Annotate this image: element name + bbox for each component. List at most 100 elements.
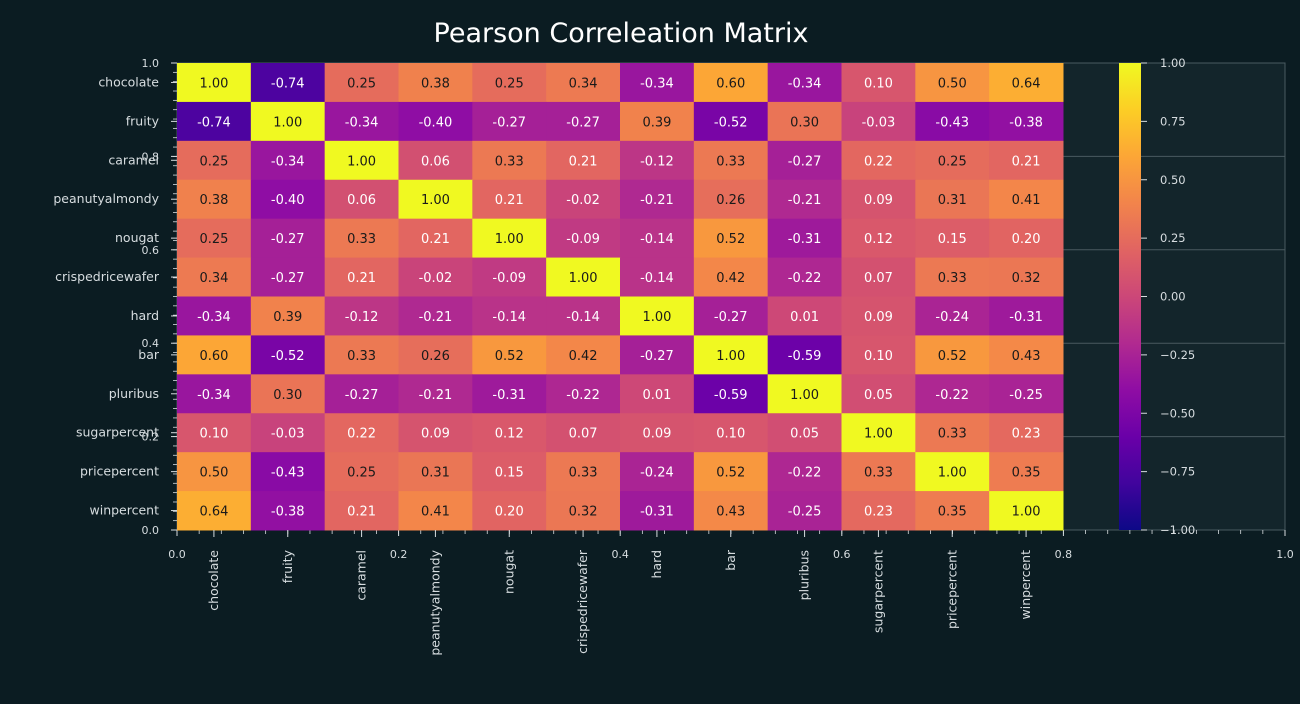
heatmap-cell xyxy=(841,491,916,531)
heatmap-cell xyxy=(472,491,547,531)
heatmap-cell xyxy=(693,179,769,220)
colorbar-tick-label: 0.75 xyxy=(1160,114,1186,128)
heatmap-cell xyxy=(250,218,326,259)
heatmap-value-label: 0.06 xyxy=(347,193,376,208)
heatmap-value-label: -0.52 xyxy=(714,115,748,130)
heatmap-cell xyxy=(693,452,769,492)
heatmap-value-label: -0.27 xyxy=(345,388,379,403)
heatmap-value-label: 0.50 xyxy=(199,466,228,481)
heatmap-value-label: -0.27 xyxy=(640,349,674,364)
heatmap-cell xyxy=(324,140,399,181)
column-label: pluribus xyxy=(797,550,812,600)
heatmap-value-label: -0.31 xyxy=(492,388,526,403)
column-label: chocolate xyxy=(206,550,221,611)
heatmap-value-label: 0.42 xyxy=(716,271,745,286)
heatmap-value-label: 0.33 xyxy=(716,154,745,169)
heatmap-value-label: -0.27 xyxy=(788,154,822,169)
heatmap-value-label: 1.00 xyxy=(716,349,745,364)
colorbar-tick-label: 0.00 xyxy=(1160,290,1186,304)
heatmap-cell xyxy=(620,63,695,103)
row-label: peanutyalmondy xyxy=(53,191,159,206)
heatmap-value-label: 1.00 xyxy=(421,193,450,208)
heatmap-cell xyxy=(989,335,1064,375)
heatmap-value-label: 0.01 xyxy=(642,388,671,403)
heatmap-cell xyxy=(472,335,547,375)
heatmap-cell xyxy=(841,179,916,220)
heatmap-cell xyxy=(693,374,769,414)
heatmap-cell xyxy=(472,218,547,259)
heatmap-cell xyxy=(767,452,842,492)
heatmap-cell xyxy=(989,218,1064,259)
heatmap-value-label: -0.22 xyxy=(935,388,969,403)
heatmap-cell xyxy=(915,296,990,336)
row-label: caramel xyxy=(108,152,159,167)
heatmap-value-label: 0.41 xyxy=(421,505,450,520)
heatmap-value-label: -0.14 xyxy=(566,310,600,325)
heatmap-cell xyxy=(250,101,326,142)
heatmap-value-label: 0.09 xyxy=(642,427,671,442)
heatmap-value-label: 0.38 xyxy=(421,76,450,91)
heatmap-cell xyxy=(546,491,621,531)
heatmap-value-label: 1.00 xyxy=(273,115,302,130)
heatmap-cell xyxy=(841,452,916,492)
heatmap-value-label: 0.33 xyxy=(347,349,376,364)
heatmap-cell xyxy=(620,491,695,531)
heatmap-value-label: 0.05 xyxy=(790,427,819,442)
heatmap-value-label: 1.00 xyxy=(1012,505,1041,520)
heatmap-value-label: 0.05 xyxy=(864,388,893,403)
heatmap-cell xyxy=(250,63,326,103)
heatmap-cell xyxy=(546,179,621,220)
heatmap-cell xyxy=(841,218,916,259)
heatmap-value-label: 0.52 xyxy=(716,232,745,247)
background-xtick-label: 0.4 xyxy=(611,548,629,561)
heatmap-cell xyxy=(989,257,1064,297)
heatmap-cell xyxy=(693,335,769,375)
heatmap-value-label: -0.02 xyxy=(566,193,600,208)
row-label: sugarpercent xyxy=(76,425,159,440)
heatmap-value-label: 0.43 xyxy=(1012,349,1041,364)
column-label: pricepercent xyxy=(944,550,959,629)
heatmap-value-label: 0.12 xyxy=(864,232,893,247)
colorbar-tick-label: −1.00 xyxy=(1160,523,1195,537)
heatmap-cell xyxy=(177,452,252,492)
column-label: bar xyxy=(723,549,738,571)
heatmap-value-label: 0.01 xyxy=(790,310,819,325)
heatmap-value-label: -0.03 xyxy=(271,427,305,442)
heatmap-cell xyxy=(177,63,252,103)
heatmap-cell xyxy=(472,452,547,492)
heatmap-value-label: 0.32 xyxy=(569,505,598,520)
heatmap-value-label: 0.35 xyxy=(1012,466,1041,481)
heatmap-cell xyxy=(915,63,990,103)
heatmap-cell xyxy=(398,63,473,103)
heatmap-cell xyxy=(398,218,473,259)
heatmap-cell xyxy=(472,63,547,103)
heatmap-cell xyxy=(250,179,326,220)
heatmap-value-label: 0.52 xyxy=(716,466,745,481)
heatmap-value-label: 0.35 xyxy=(938,505,967,520)
heatmap-value-label: 0.07 xyxy=(864,271,893,286)
column-label: hard xyxy=(649,550,664,578)
heatmap-tick-labels: chocolate fruity caramel peanutyalmondy noug… xyxy=(53,74,1033,655)
heatmap-cell xyxy=(250,257,326,297)
heatmap-cell xyxy=(693,63,769,103)
heatmap-value-label: -0.27 xyxy=(714,310,748,325)
heatmap-value-label: -0.22 xyxy=(788,271,822,286)
heatmap-value-label: -0.38 xyxy=(1009,115,1043,130)
heatmap-cell xyxy=(546,374,621,414)
heatmap-cell xyxy=(915,218,990,259)
heatmap-value-label: 0.26 xyxy=(716,193,745,208)
heatmap-cell xyxy=(767,179,842,220)
heatmap-value-label: -0.21 xyxy=(419,310,453,325)
heatmap-cell xyxy=(472,413,547,453)
heatmap-value-label: 0.10 xyxy=(864,76,893,91)
heatmap-cell xyxy=(324,257,399,297)
heatmap-cell xyxy=(177,218,252,259)
heatmap-value-label: 0.06 xyxy=(421,154,450,169)
heatmap-value-label: -0.74 xyxy=(197,115,231,130)
heatmap-cell xyxy=(546,218,621,259)
heatmap-cell xyxy=(250,296,326,336)
heatmap-cell xyxy=(693,413,769,453)
heatmap-cell xyxy=(546,296,621,336)
heatmap-value-label: 0.33 xyxy=(938,427,967,442)
